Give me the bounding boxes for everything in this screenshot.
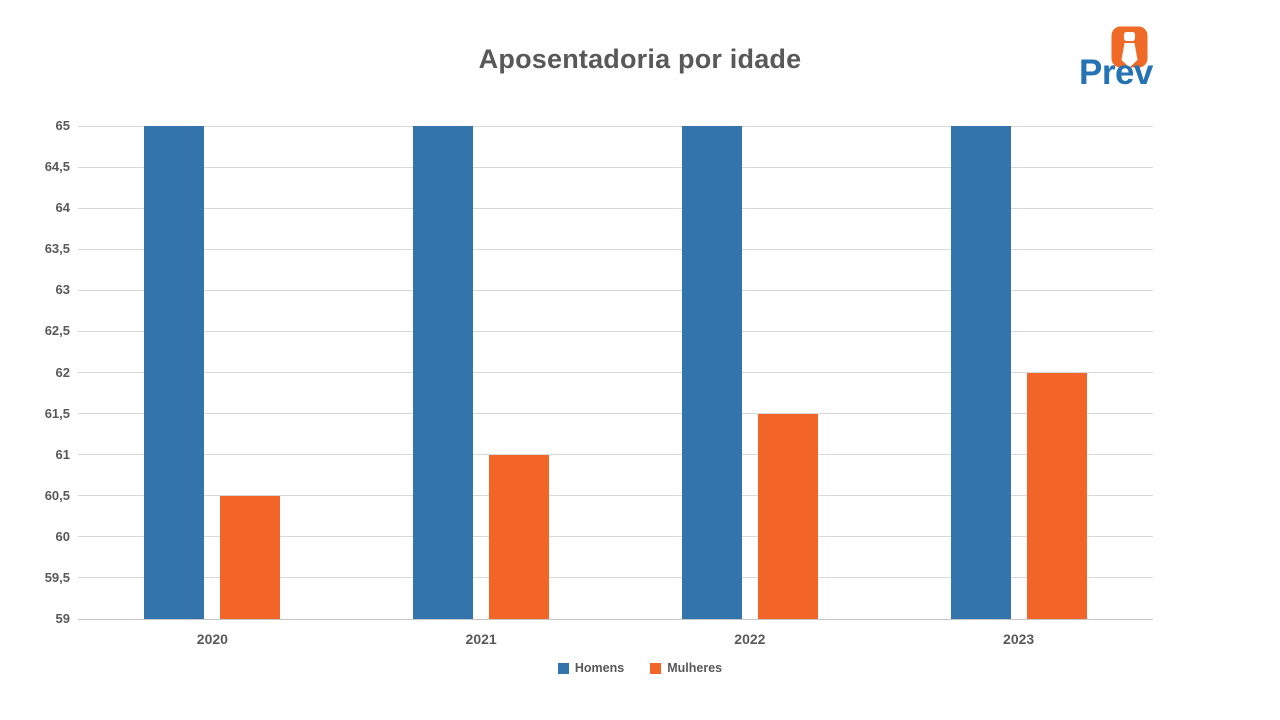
y-axis-tick-label: 62	[55, 364, 70, 380]
gridline	[78, 536, 1153, 538]
plot-area: 59 59,5 60 60,5 61 61,5 62 62,5 63 63,5 64 64,5 65 20…	[45, 118, 1153, 647]
y-axis-tick-label: 59,5	[44, 569, 70, 585]
y-axis-tick-label: 60,5	[44, 487, 70, 503]
tie-icon	[1111, 26, 1148, 68]
y-axis-tick-label: 64,5	[44, 159, 70, 175]
y-axis-tick-label: 64	[55, 200, 70, 216]
bar-homens-2021	[413, 126, 474, 619]
x-axis-label-2021: 2021	[465, 631, 497, 647]
x-axis-line	[78, 618, 1153, 620]
gridline	[78, 166, 1153, 168]
y-axis-tick-label: 62,5	[44, 323, 70, 339]
x-axis-label-2022: 2022	[734, 631, 766, 647]
y-axis-tick-label: 63,5	[44, 241, 70, 257]
y-axis-tick-label: 60	[55, 528, 70, 544]
y-axis-tick-label: 61,5	[44, 405, 70, 421]
bar-mulheres-2023	[1026, 372, 1087, 619]
legend-item-homens: Homens	[557, 661, 625, 675]
gridline	[78, 577, 1153, 579]
legend-item-mulheres: Mulheres	[650, 661, 722, 675]
bar-mulheres-2021	[489, 454, 550, 619]
bar-mulheres-2022	[757, 413, 818, 619]
prev-logo: Prev	[1078, 24, 1198, 102]
bar-mulheres-2020	[220, 495, 281, 619]
bar-homens-2022	[681, 126, 742, 619]
gridline	[78, 248, 1153, 250]
y-axis-tick-label: 65	[55, 118, 70, 133]
legend-swatch-mulheres	[650, 662, 662, 674]
gridline	[78, 289, 1153, 291]
gridline	[78, 330, 1153, 332]
gridline	[78, 207, 1153, 209]
legend: Homens Mulheres	[0, 661, 1280, 675]
chart-title: Aposentadoria por idade	[478, 44, 802, 74]
y-axis-tick-label: 63	[55, 282, 70, 298]
x-axis-label-2020: 2020	[196, 631, 228, 647]
gridline	[78, 125, 1153, 127]
legend-swatch-homens	[557, 662, 569, 674]
bar-homens-2020	[144, 126, 205, 619]
y-axis-tick-label: 59	[55, 611, 70, 626]
bar-homens-2023	[950, 126, 1011, 619]
x-axis-label-2023: 2023	[1003, 631, 1035, 647]
gridline	[78, 495, 1153, 497]
legend-label-homens: Homens	[574, 661, 625, 675]
gridline	[78, 413, 1153, 415]
legend-label-mulheres: Mulheres	[667, 661, 723, 675]
y-axis-tick-label: 61	[55, 446, 70, 462]
gridline	[78, 372, 1153, 373]
logo-text: Prev	[1079, 53, 1153, 92]
gridline	[78, 454, 1153, 456]
